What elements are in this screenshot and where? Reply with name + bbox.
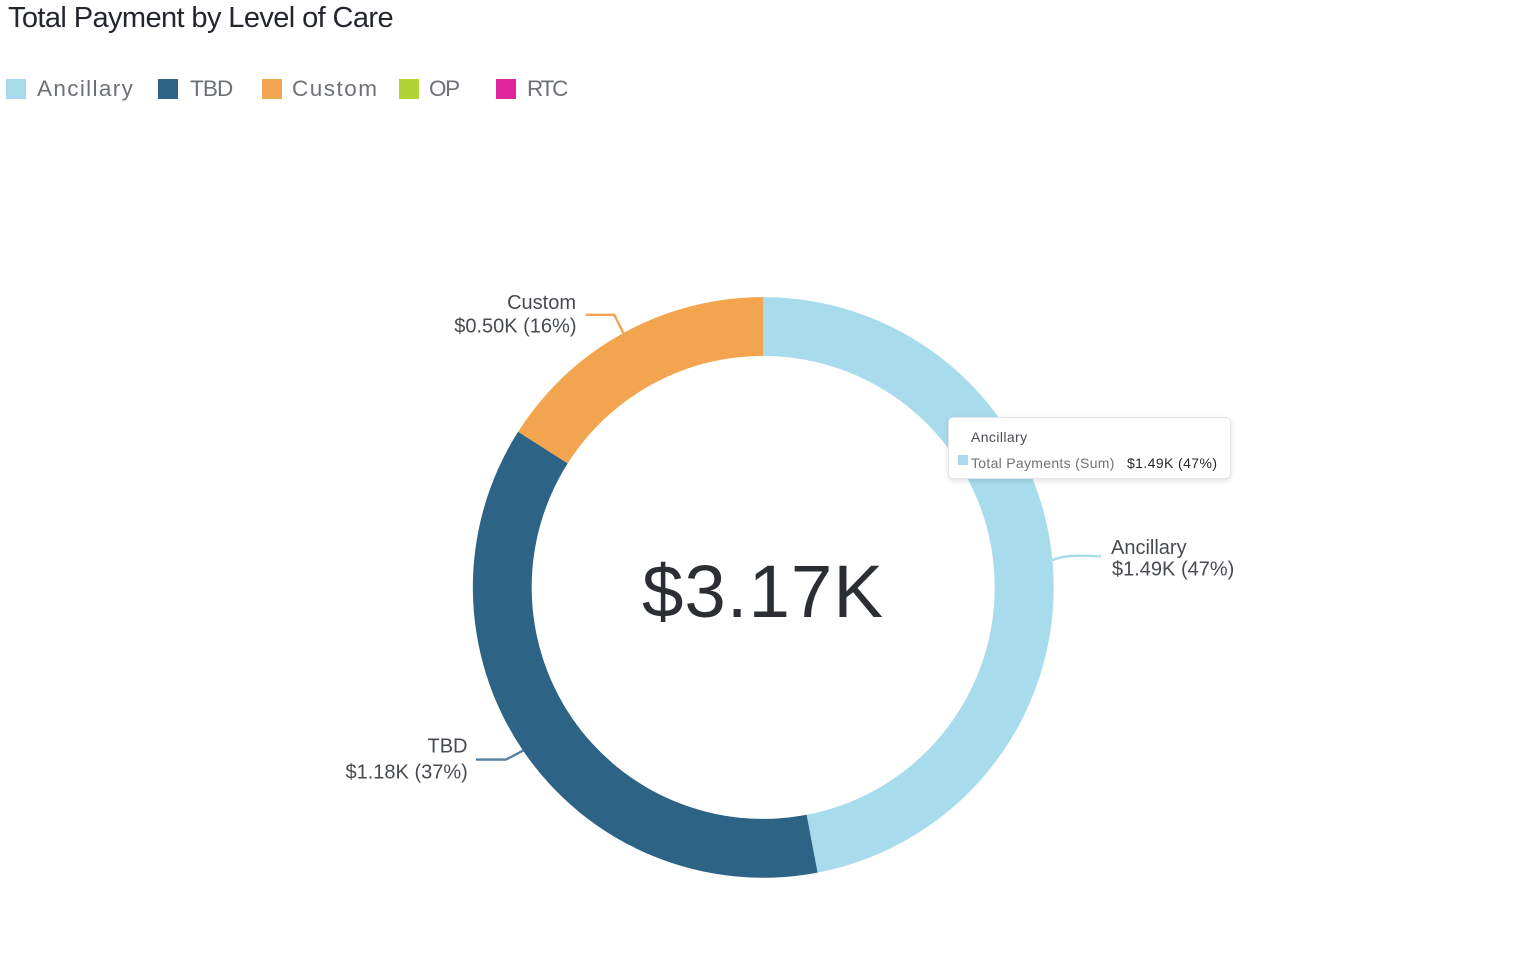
svg-text:Custom: Custom	[507, 292, 576, 314]
svg-text:TBD: TBD	[428, 736, 468, 758]
svg-text:$1.18K (37%): $1.18K (37%)	[346, 761, 468, 783]
svg-text:$0.50K (16%): $0.50K (16%)	[454, 315, 576, 337]
svg-text:Ancillary: Ancillary	[1111, 537, 1187, 559]
svg-text:$1.49K (47%): $1.49K (47%)	[1112, 558, 1234, 580]
svg-text:$3.17K: $3.17K	[642, 550, 884, 633]
